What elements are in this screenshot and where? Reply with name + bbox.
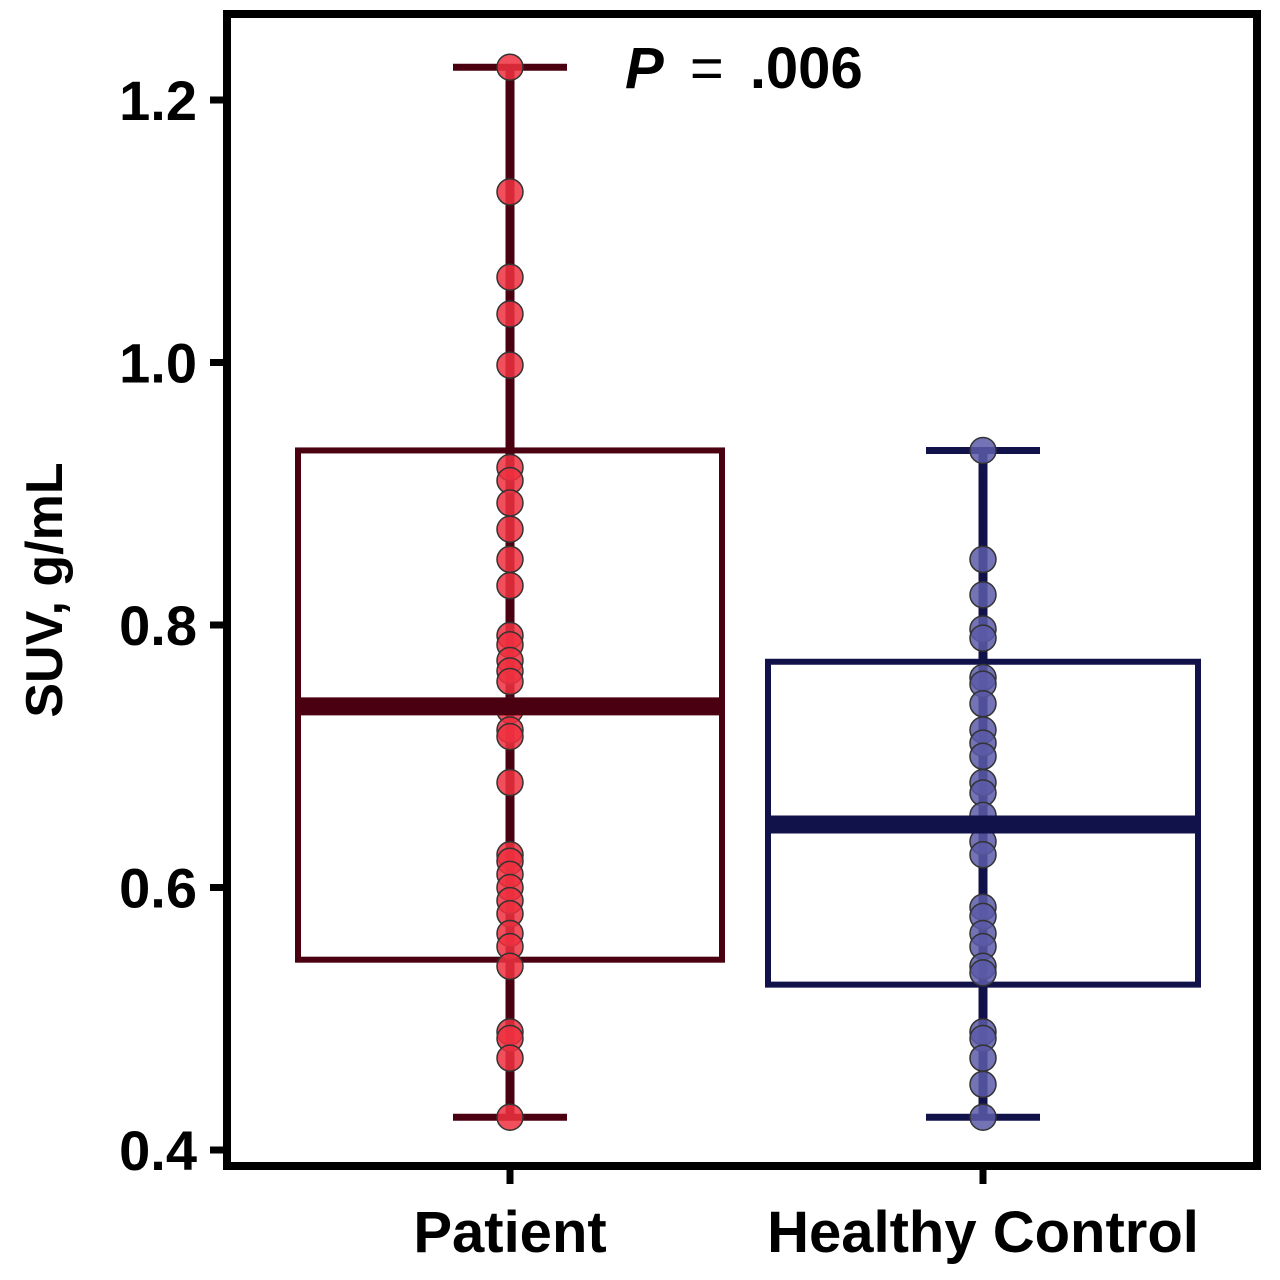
y-tick-label: 0.8 (119, 594, 197, 657)
y-tick-label: 1.2 (119, 69, 197, 132)
data-point (496, 1044, 524, 1072)
p-value-annotation: P = .006 (625, 36, 863, 101)
data-point (969, 1103, 997, 1131)
plot-frame (223, 10, 1261, 1170)
data-point (969, 581, 997, 609)
data-point (496, 515, 524, 543)
data-point (496, 545, 524, 574)
data-point (969, 545, 997, 574)
p-label: P (625, 36, 664, 101)
box-series (295, 53, 1201, 1131)
data-point (496, 722, 524, 751)
x-axis: Patient Healthy Control (413, 1166, 1199, 1265)
data-point (496, 571, 524, 600)
plot-area (223, 10, 1261, 1170)
box-group (295, 53, 725, 1131)
data-point (496, 489, 524, 517)
y-tick-label: 0.4 (119, 1119, 197, 1182)
y-axis: 0.4 0.6 0.8 1.0 1.2 (119, 69, 227, 1182)
data-point (969, 1070, 997, 1099)
data-point (496, 53, 524, 81)
data-point (496, 263, 524, 291)
y-axis-label: SUV, g/mL (16, 462, 74, 717)
data-point (496, 351, 524, 379)
box-group (765, 436, 1201, 1131)
data-point (969, 1044, 997, 1072)
y-tick-label: 0.6 (119, 857, 197, 920)
p-value: .006 (750, 36, 863, 101)
data-point (969, 742, 997, 770)
data-point (496, 1103, 524, 1131)
y-tick-label: 1.0 (119, 332, 197, 395)
data-point (496, 952, 524, 980)
data-point (969, 690, 997, 718)
data-point (496, 667, 524, 696)
x-category-label: Patient (413, 1200, 606, 1265)
data-point (496, 300, 524, 328)
data-point (496, 768, 524, 797)
data-point (496, 178, 524, 206)
equals-sign: = (690, 36, 724, 101)
x-category-label: Healthy Control (767, 1200, 1199, 1265)
data-point (969, 436, 997, 465)
data-point (969, 959, 997, 987)
data-point (969, 840, 997, 869)
data-point (969, 624, 997, 652)
